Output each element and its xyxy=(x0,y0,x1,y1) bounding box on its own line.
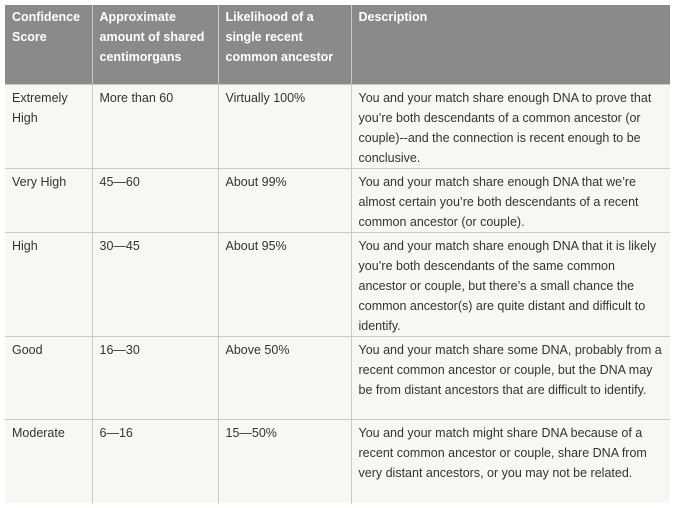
table-row: Moderate 6—16 15—50% You and your match … xyxy=(5,418,670,504)
cell-confidence: High xyxy=(5,231,92,336)
cell-confidence: Moderate xyxy=(5,418,92,504)
header-shared-centimorgans: Approximate amount of shared centimorgan… xyxy=(91,5,218,84)
cell-centimorgans: 6—16 xyxy=(91,418,218,504)
cell-centimorgans: More than 60 xyxy=(91,83,218,168)
table-row: Extremely High More than 60 Virtually 10… xyxy=(5,83,670,168)
confidence-table-container: Confidence Score Approximate amount of s… xyxy=(5,5,670,504)
cell-centimorgans: 16—30 xyxy=(91,335,218,419)
table-row: Very High 45—60 About 99% You and your m… xyxy=(5,167,670,232)
cell-description: You and your match share enough DNA that… xyxy=(350,167,670,232)
cell-likelihood: About 95% xyxy=(217,231,351,336)
table-row: Good 16—30 Above 50% You and your match … xyxy=(5,335,670,419)
cell-likelihood: Above 50% xyxy=(217,335,351,419)
cell-description: You and your match share enough DNA that… xyxy=(350,231,670,336)
cell-likelihood: About 99% xyxy=(217,167,351,232)
header-confidence-score: Confidence Score xyxy=(5,5,92,84)
cell-description: You and your match share some DNA, proba… xyxy=(350,335,670,419)
cell-description: You and your match share enough DNA to p… xyxy=(350,83,670,168)
table-row: High 30—45 About 95% You and your match … xyxy=(5,231,670,336)
cell-centimorgans: 45—60 xyxy=(91,167,218,232)
cell-confidence: Good xyxy=(5,335,92,419)
cell-confidence: Extremely High xyxy=(5,83,92,168)
header-likelihood: Likelihood of a single recent common anc… xyxy=(217,5,351,84)
confidence-table: Confidence Score Approximate amount of s… xyxy=(5,5,670,504)
cell-likelihood: Virtually 100% xyxy=(217,83,351,168)
header-description: Description xyxy=(350,5,670,84)
cell-likelihood: 15—50% xyxy=(217,418,351,504)
table-header-row: Confidence Score Approximate amount of s… xyxy=(5,5,670,84)
cell-confidence: Very High xyxy=(5,167,92,232)
cell-description: You and your match might share DNA becau… xyxy=(350,418,670,504)
cell-centimorgans: 30—45 xyxy=(91,231,218,336)
